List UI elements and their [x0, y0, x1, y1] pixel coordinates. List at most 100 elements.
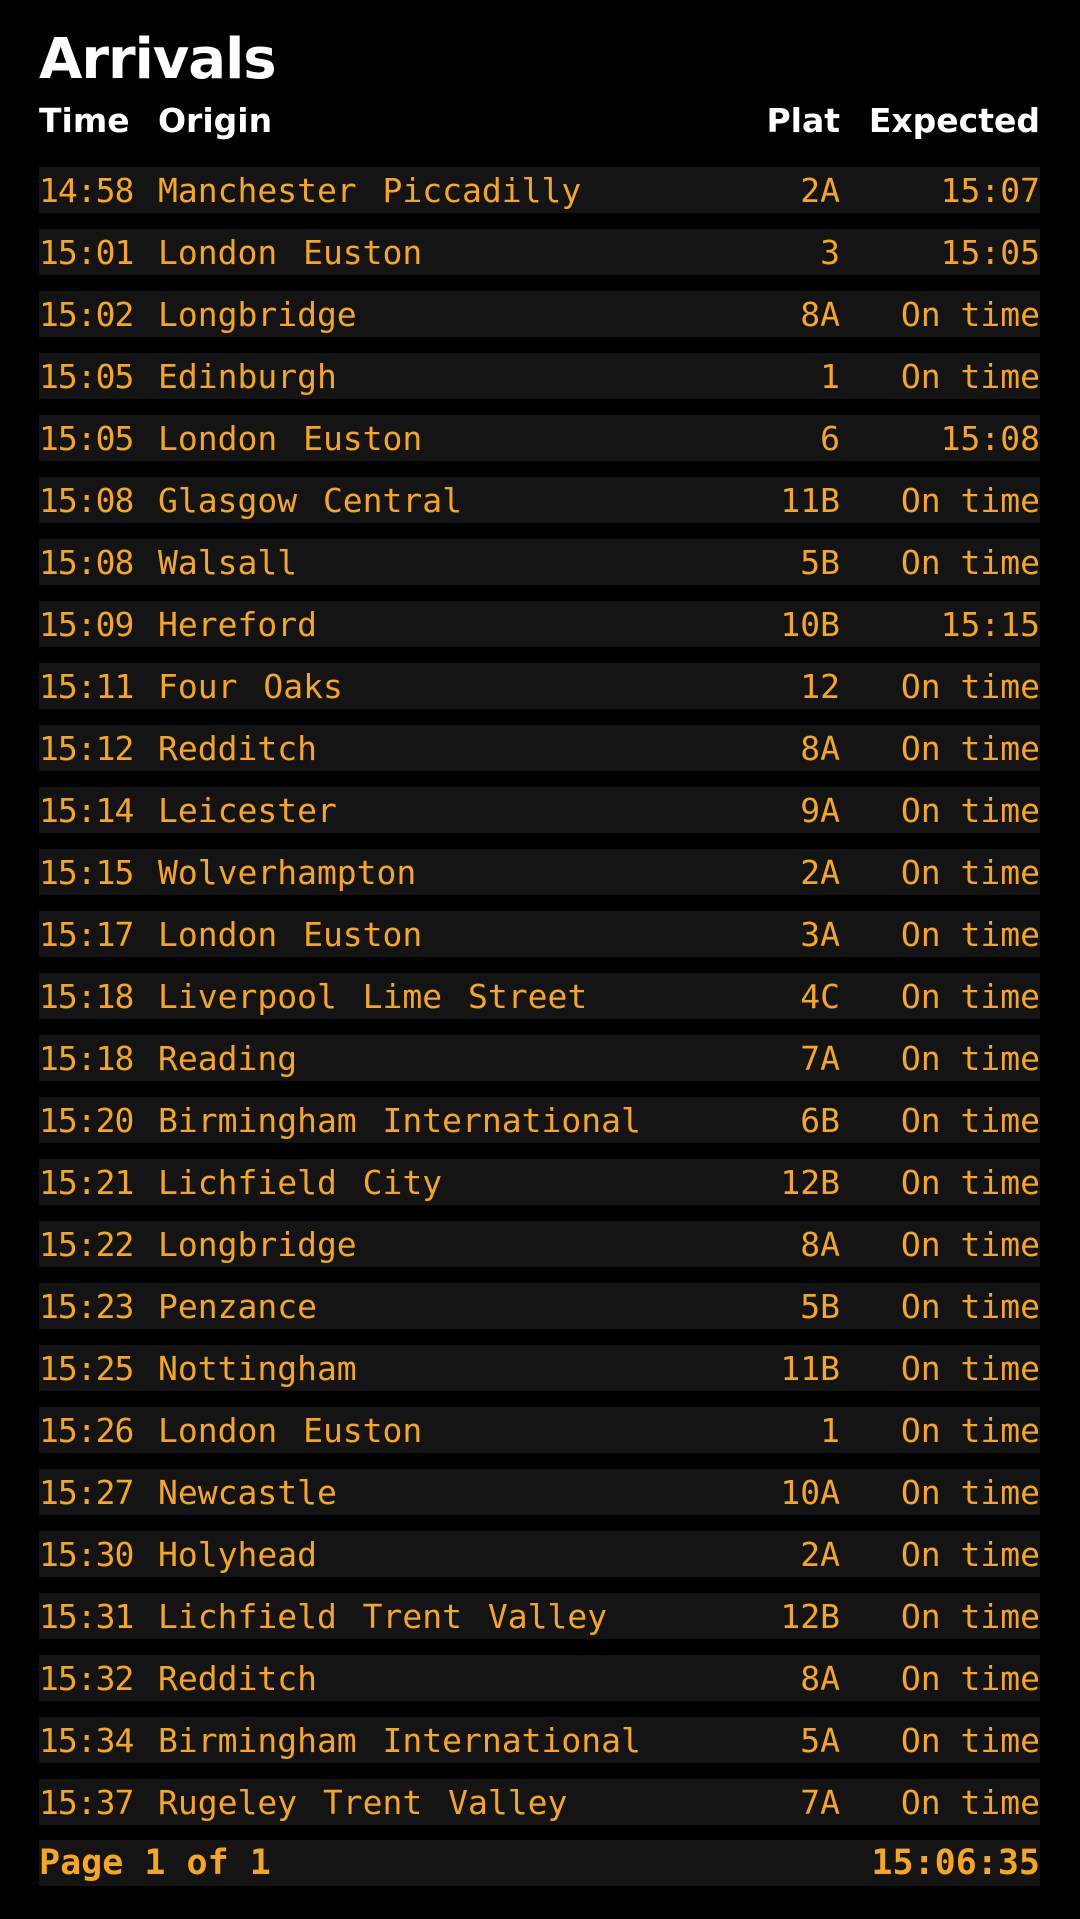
arrival-row: 15:34 Birmingham International 5A On time: [39, 1717, 1040, 1763]
arrival-platform: 2A: [800, 1534, 840, 1574]
arrival-time: 15:08: [39, 542, 134, 582]
arrival-origin: Birmingham International: [158, 1100, 641, 1140]
arrival-platform: 6B: [800, 1100, 840, 1140]
arrival-expected: On time: [900, 1596, 1040, 1636]
arrival-origin: Redditch: [158, 1658, 317, 1698]
arrival-row: 15:37 Rugeley Trent Valley 7A On time: [39, 1779, 1040, 1825]
arrival-origin: Penzance: [158, 1286, 317, 1326]
arrival-row: 15:18 Liverpool Lime Street 4C On time: [39, 973, 1040, 1019]
arrival-time: 15:11: [39, 666, 134, 706]
arrival-time: 15:12: [39, 728, 134, 768]
arrival-expected: On time: [900, 1472, 1040, 1512]
page-title: Arrivals: [39, 27, 277, 92]
arrival-origin: Edinburgh: [158, 356, 337, 396]
arrival-origin: Birmingham International: [158, 1720, 641, 1760]
arrival-origin: Walsall: [158, 542, 298, 582]
arrival-time: 15:14: [39, 790, 134, 830]
arrival-platform: 12: [800, 666, 840, 706]
arrival-time: 15:18: [39, 976, 134, 1016]
column-header-row: Time Origin Plat Expected: [39, 96, 1040, 144]
arrival-row: 15:09 Hereford 10B 15:15: [39, 601, 1040, 647]
arrival-row: 15:14 Leicester 9A On time: [39, 787, 1040, 833]
arrival-time: 15:02: [39, 294, 134, 334]
arrival-expected: 15:08: [940, 418, 1040, 458]
arrival-origin: London Euston: [158, 418, 423, 458]
arrival-row: 15:21 Lichfield City 12B On time: [39, 1159, 1040, 1205]
arrival-expected: On time: [900, 728, 1040, 768]
arrival-platform: 5B: [800, 542, 840, 582]
arrival-expected: On time: [900, 1162, 1040, 1202]
arrival-platform: 8A: [800, 1658, 840, 1698]
arrival-platform: 11B: [780, 1348, 840, 1388]
arrival-origin: Holyhead: [158, 1534, 317, 1574]
arrival-row: 15:17 London Euston 3A On time: [39, 911, 1040, 957]
arrival-platform: 2A: [800, 170, 840, 210]
arrival-row: 15:12 Redditch 8A On time: [39, 725, 1040, 771]
arrival-expected: 15:15: [940, 604, 1040, 644]
arrival-row: 15:05 Edinburgh 1 On time: [39, 353, 1040, 399]
arrival-origin: Newcastle: [158, 1472, 337, 1512]
arrival-time: 15:18: [39, 1038, 134, 1078]
arrival-origin: London Euston: [158, 914, 423, 954]
arrival-origin: Glasgow Central: [158, 480, 463, 520]
arrival-time: 15:08: [39, 480, 134, 520]
arrival-time: 14:58: [39, 170, 134, 210]
arrival-platform: 3: [820, 232, 840, 272]
arrival-platform: 9A: [800, 790, 840, 830]
arrival-expected: On time: [900, 1224, 1040, 1264]
arrival-time: 15:27: [39, 1472, 134, 1512]
arrival-origin: Leicester: [158, 790, 337, 830]
arrival-expected: On time: [900, 480, 1040, 520]
arrival-expected: 15:07: [940, 170, 1040, 210]
arrival-time: 15:20: [39, 1100, 134, 1140]
arrival-origin: Redditch: [158, 728, 317, 768]
arrival-expected: On time: [900, 1658, 1040, 1698]
arrival-time: 15:17: [39, 914, 134, 954]
arrival-origin: London Euston: [158, 1410, 423, 1450]
arrival-origin: London Euston: [158, 232, 423, 272]
arrival-platform: 1: [820, 1410, 840, 1450]
arrival-time: 15:34: [39, 1720, 134, 1760]
arrival-expected: On time: [900, 1534, 1040, 1574]
arrival-platform: 4C: [800, 976, 840, 1016]
arrival-origin: Manchester Piccadilly: [158, 170, 582, 210]
arrival-row: 15:23 Penzance 5B On time: [39, 1283, 1040, 1329]
arrival-expected: On time: [900, 1100, 1040, 1140]
arrival-expected: On time: [900, 356, 1040, 396]
arrival-row: 15:27 Newcastle 10A On time: [39, 1469, 1040, 1515]
arrival-origin: Rugeley Trent Valley: [158, 1782, 568, 1822]
arrival-time: 15:23: [39, 1286, 134, 1326]
arrival-origin: Nottingham: [158, 1348, 357, 1388]
arrival-platform: 7A: [800, 1782, 840, 1822]
arrival-time: 15:32: [39, 1658, 134, 1698]
arrival-expected: On time: [900, 1720, 1040, 1760]
arrival-platform: 1: [820, 356, 840, 396]
arrival-platform: 7A: [800, 1038, 840, 1078]
arrival-origin: Reading: [158, 1038, 298, 1078]
arrival-row: 15:31 Lichfield Trent Valley 12B On time: [39, 1593, 1040, 1639]
arrival-time: 15:25: [39, 1348, 134, 1388]
arrival-expected: On time: [900, 1410, 1040, 1450]
arrival-origin: Four Oaks: [158, 666, 343, 706]
arrival-expected: On time: [900, 1782, 1040, 1822]
arrival-row: 15:18 Reading 7A On time: [39, 1035, 1040, 1081]
arrival-platform: 8A: [800, 294, 840, 334]
arrival-expected: On time: [900, 542, 1040, 582]
arrival-time: 15:05: [39, 418, 134, 458]
arrival-row: 15:02 Longbridge 8A On time: [39, 291, 1040, 337]
arrival-platform: 6: [820, 418, 840, 458]
arrival-platform: 5A: [800, 1720, 840, 1760]
arrival-time: 15:01: [39, 232, 134, 272]
arrival-origin: Longbridge: [158, 1224, 357, 1264]
arrival-time: 15:31: [39, 1596, 134, 1636]
arrivals-list: 14:58 Manchester Piccadilly 2A 15:07 15:01 Lo…: [39, 167, 1040, 1841]
header-plat: Plat: [766, 100, 840, 140]
header-origin: Origin: [158, 100, 273, 140]
arrivals-board: Arrivals Time Origin Plat Expected 14:58…: [39, 0, 1040, 1886]
arrival-row: 15:20 Birmingham International 6B On time: [39, 1097, 1040, 1143]
board-footer: Page 1 of 1 15:06:35: [39, 1840, 1040, 1886]
page-indicator: Page 1 of 1: [39, 1843, 271, 1883]
arrival-expected: On time: [900, 790, 1040, 830]
arrival-time: 15:22: [39, 1224, 134, 1264]
arrival-expected: On time: [900, 976, 1040, 1016]
